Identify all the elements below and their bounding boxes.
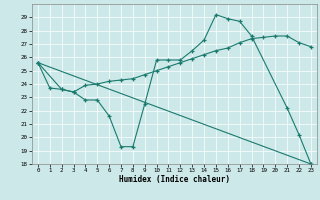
X-axis label: Humidex (Indice chaleur): Humidex (Indice chaleur) xyxy=(119,175,230,184)
